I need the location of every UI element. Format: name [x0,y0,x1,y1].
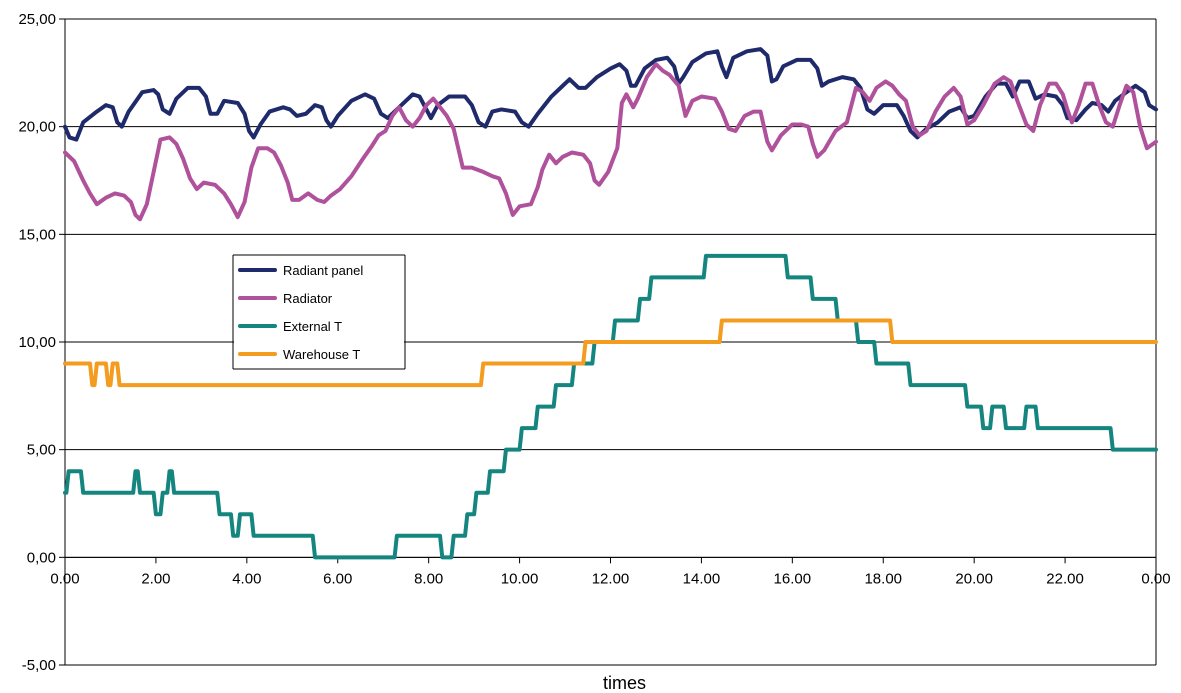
legend-label: Warehouse T [283,347,360,362]
series-lines [63,47,1158,560]
y-tick-label: 20,00 [18,119,56,136]
legend-background [234,256,404,368]
series-line-external-t [63,253,1158,560]
legend-label: Radiant panel [283,263,363,278]
x-tick-label: 0.00 [50,570,79,587]
x-tick-label: 20.00 [955,570,993,587]
legend-label: Radiator [283,291,333,306]
legend: Radiant panel Radiator External T Warehouse… [232,254,406,370]
x-tick-label: 6.00 [323,570,352,587]
x-tick-label: 4.00 [232,570,261,587]
legend-label: External T [283,319,342,334]
x-axis-title: times [603,673,646,693]
series-line-radiator [63,62,1158,222]
y-tick-label: -5,00 [22,657,56,674]
x-tick-label: 8.00 [414,570,443,587]
x-tick-label: 10.00 [501,570,539,587]
x-tick-label: 22.00 [1046,570,1084,587]
x-tick-label: 12.00 [592,570,630,587]
x-tick-label: 2.00 [141,570,170,587]
y-tick-label: 10,00 [18,334,56,351]
series-line-radiant-panel [63,47,1158,142]
y-tick-label: 0,00 [27,549,56,566]
y-tick-label: 5,00 [27,442,56,459]
x-tick-label: 14.00 [683,570,721,587]
y-tick-label: 25,00 [18,11,56,28]
y-tick-label: 15,00 [18,226,56,243]
x-tick-label: 0.00 [1141,570,1170,587]
x-tick-label: 18.00 [864,570,902,587]
y-axis-tick-labels: 25,00 20,00 15,00 10,00 5,00 0,00 -5,00 [18,11,56,674]
x-tick-label: 16.00 [774,570,812,587]
x-axis-tick-labels: 0.00 2.00 4.00 6.00 8.00 10.00 12.00 14.00 16.00… [50,557,1171,587]
series-line-warehouse-t [63,318,1158,388]
